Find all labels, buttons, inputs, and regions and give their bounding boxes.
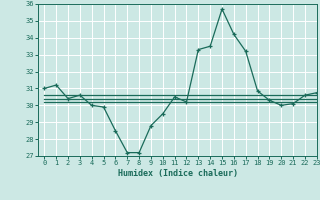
X-axis label: Humidex (Indice chaleur): Humidex (Indice chaleur) [118, 169, 238, 178]
